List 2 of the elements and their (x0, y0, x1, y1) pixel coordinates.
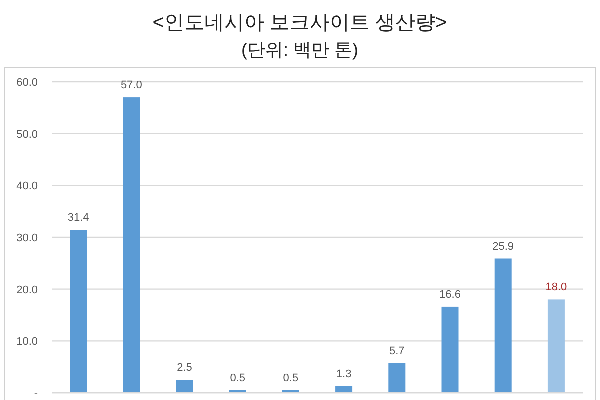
subtitle: (단위: 백만 톤) (242, 40, 358, 60)
title: <인도네시아 보크사이트 생산량> (152, 12, 448, 34)
